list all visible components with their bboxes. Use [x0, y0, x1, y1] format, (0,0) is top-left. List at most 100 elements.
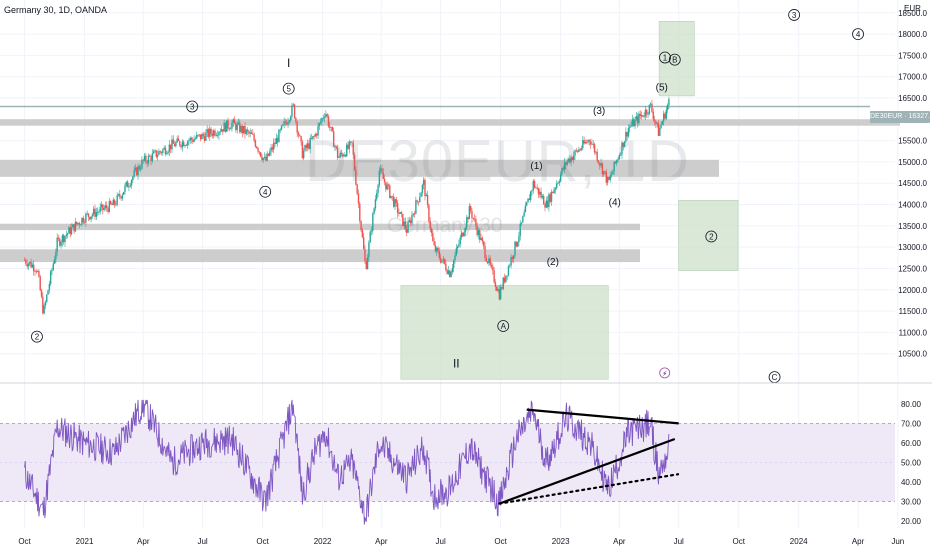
candle-body [640, 115, 643, 117]
candle-body [198, 134, 201, 136]
watermark-name: Germany 30 [387, 214, 503, 237]
wave-label-circle [186, 100, 199, 113]
candle-body [65, 234, 68, 237]
candle-body [111, 203, 113, 206]
candle-body [472, 217, 474, 219]
candle-body [549, 194, 551, 202]
candle-body [121, 194, 124, 199]
currency-label: EUR [904, 4, 921, 13]
candle-body [403, 221, 405, 226]
candle-body [632, 119, 635, 127]
candle-body [280, 125, 283, 130]
candle-body [196, 134, 198, 139]
candle-body [159, 151, 161, 153]
candle-body [147, 155, 150, 164]
candle-body [180, 145, 182, 148]
candle-body [464, 227, 467, 233]
candle-body [429, 221, 431, 229]
candle-body [648, 104, 651, 115]
candle-body [66, 233, 69, 235]
candle-body [262, 157, 264, 161]
wave-label: II [453, 356, 460, 370]
candle-body [439, 257, 442, 263]
rsi-trendline[interactable] [498, 437, 676, 505]
gray-zone [0, 119, 900, 126]
candle-body [442, 258, 444, 261]
candle-body [532, 180, 534, 191]
candle-body [89, 216, 91, 220]
candle-body [569, 158, 571, 163]
rsi-trendline[interactable] [498, 473, 680, 505]
gray-zone [0, 249, 640, 263]
candle-body [510, 257, 512, 266]
candle-body [386, 184, 388, 190]
candle-body [512, 255, 515, 259]
candle-body [226, 120, 228, 132]
candle-body [236, 124, 238, 131]
candle-body [390, 195, 392, 198]
candle-body [567, 158, 570, 162]
candle-body [395, 199, 398, 203]
candle-body [475, 219, 477, 227]
price-axis-label: 12500.0 [898, 264, 927, 273]
candle-body [462, 232, 464, 237]
candle-body [605, 171, 608, 183]
candle-body [98, 211, 100, 213]
candle-body [336, 147, 339, 158]
candle-body [228, 128, 231, 130]
candle-body [591, 143, 593, 145]
event-icon[interactable] [659, 367, 671, 379]
candle-body [558, 181, 561, 183]
candle-body [130, 180, 133, 186]
candle-body [205, 132, 207, 141]
candle-body [515, 241, 518, 247]
candle-body [417, 201, 420, 203]
candle-body [357, 193, 360, 204]
candle-body [602, 171, 605, 175]
candle-body [83, 222, 86, 224]
candle-body [172, 139, 174, 144]
candle-body [267, 153, 270, 156]
candle-body [460, 232, 463, 238]
candle-body [635, 116, 638, 120]
candle-body [539, 191, 541, 195]
price-axis-label: 16500.0 [898, 94, 927, 103]
candle-body [537, 187, 540, 195]
wave-label: (2) [547, 257, 559, 268]
candle-body [668, 99, 670, 105]
candle-body [145, 155, 147, 162]
candle-body [619, 154, 622, 156]
candle-body [184, 145, 186, 147]
candle-body [229, 128, 232, 130]
price-axis-label: 17000.0 [898, 73, 927, 82]
candle-body [189, 137, 191, 141]
candle-body [136, 167, 138, 176]
candle-body [334, 146, 336, 148]
candle-body [99, 207, 101, 212]
candle-body [471, 210, 473, 218]
candle-body [484, 245, 486, 258]
candle-body [647, 114, 649, 115]
candle-body [263, 156, 266, 158]
candle-body [284, 121, 287, 123]
wave-label: A [501, 322, 507, 331]
candle-body [117, 194, 120, 196]
candle-body [544, 204, 546, 208]
candle-body [664, 113, 666, 119]
last-price-tag[interactable]: DE30EUR · 16327.6 [870, 111, 930, 123]
time-axis-label: Oct [732, 537, 745, 546]
rsi-trendline[interactable] [526, 408, 679, 425]
candle-body [318, 123, 321, 127]
candle-body [373, 208, 375, 214]
candle-body [420, 192, 422, 197]
candle-body [646, 109, 648, 115]
candle-body [278, 129, 280, 143]
candle-body [249, 132, 251, 134]
candle-body [381, 168, 383, 173]
candle-body [31, 264, 34, 268]
candle-body [38, 271, 40, 277]
candle-body [441, 260, 443, 263]
candle-body [606, 176, 609, 183]
wave-label-circle [668, 53, 681, 66]
candle-body [368, 242, 370, 258]
